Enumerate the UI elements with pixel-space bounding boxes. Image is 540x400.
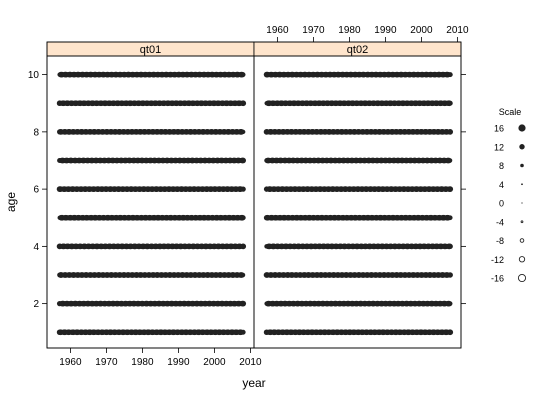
legend-symbol-filled	[521, 183, 523, 186]
x-tick-label: 2010	[239, 357, 262, 368]
x-tick-label-top: 2000	[410, 25, 433, 36]
x-tick-label: 1960	[59, 357, 82, 368]
data-point	[240, 72, 246, 77]
legend-label: -8	[496, 236, 504, 246]
strip-label-qt02: qt02	[347, 44, 368, 56]
x-tick-label-top: 1970	[302, 25, 325, 36]
data-point	[240, 157, 247, 164]
legend-symbol-zero	[521, 202, 523, 204]
legend-symbol-filled	[520, 163, 524, 168]
legend-label: 12	[494, 142, 504, 152]
y-tick-label: 2	[33, 299, 39, 310]
y-axis-label: age	[4, 192, 18, 212]
legend-symbol-open	[517, 273, 527, 283]
points-qt02	[263, 71, 454, 336]
legend-symbol-open	[519, 238, 525, 243]
legend-symbol-open	[518, 256, 526, 263]
x-tick-label-top: 1980	[338, 25, 361, 36]
y-tick-label: 4	[33, 242, 39, 253]
legend-label: -12	[491, 255, 504, 265]
data-point	[240, 215, 246, 221]
data-point	[447, 329, 454, 336]
legend-title: Scale	[499, 107, 522, 117]
panel-qt01: qt01	[46, 41, 255, 349]
data-point	[241, 272, 246, 278]
y-tick-label: 6	[33, 185, 39, 196]
data-point	[447, 72, 453, 78]
y-tick-label: 10	[28, 70, 40, 81]
x-tick-label: 2000	[203, 357, 226, 368]
legend-symbol-open	[520, 220, 524, 224]
outer-frame	[46, 41, 462, 349]
data-point	[240, 300, 247, 307]
x-tick-label: 1980	[131, 357, 154, 368]
legend-label: -4	[496, 217, 504, 227]
legend-label: 4	[499, 180, 504, 190]
legend-label: -16	[491, 274, 504, 284]
legend-symbol-filled	[518, 124, 526, 132]
data-point	[447, 186, 454, 193]
data-point	[447, 100, 453, 106]
x-tick-label-top: 2010	[446, 25, 469, 36]
data-point	[240, 329, 246, 335]
axes: 1960 1970 1980 1990 2000 2010 1960 1970 1980 1990…	[28, 25, 469, 368]
data-point	[448, 158, 453, 163]
x-axis-label: year	[242, 376, 265, 390]
data-point	[240, 100, 247, 107]
legend-label: 0	[499, 199, 504, 209]
data-point	[241, 129, 246, 135]
data-point	[447, 272, 453, 278]
data-point	[447, 215, 453, 221]
data-point	[447, 301, 453, 306]
legend-label: 8	[499, 161, 504, 171]
legend: Scale 16 12 8 4 0 -4 -8 -12 -16	[491, 107, 527, 284]
strip-label-qt01: qt01	[140, 44, 161, 56]
y-tick-label: 8	[33, 127, 39, 138]
legend-symbol-filled	[519, 144, 525, 150]
panels: qt01 qt02	[46, 41, 462, 349]
x-tick-label: 1970	[95, 357, 118, 368]
data-point	[447, 129, 454, 135]
points-qt01	[56, 71, 247, 336]
panel-qt02: qt02	[253, 41, 462, 349]
legend-label: 16	[494, 124, 504, 134]
x-tick-label-top: 1960	[266, 25, 289, 36]
x-tick-label: 1990	[167, 357, 190, 368]
data-point	[447, 243, 453, 250]
data-point	[240, 186, 246, 192]
data-point	[240, 243, 247, 250]
x-tick-label-top: 1990	[374, 25, 397, 36]
